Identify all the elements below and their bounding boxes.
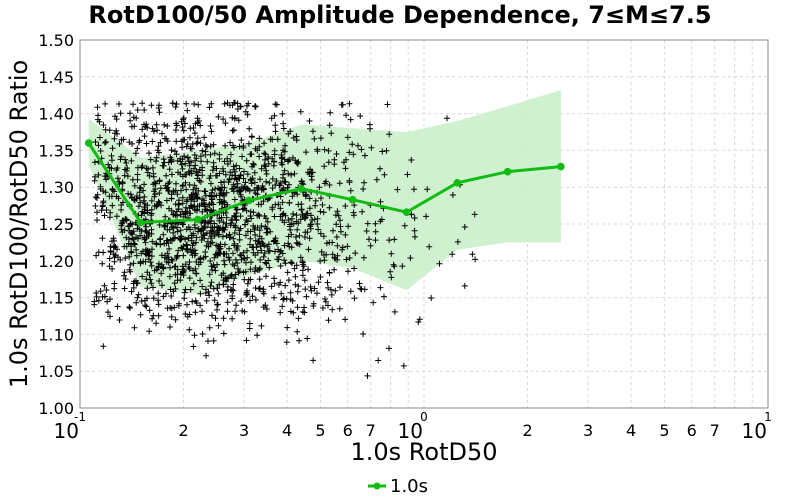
x-tick-label-exponent: 0 <box>420 410 428 424</box>
mean-line-point <box>84 139 93 147</box>
legend-marker-swatch <box>373 482 381 490</box>
y-axis-label: 1.0s RotD100/RotD50 Ratio <box>5 60 33 388</box>
x-tick-label-minor: 7 <box>366 421 376 440</box>
x-tick-label-minor: 3 <box>583 421 593 440</box>
mean-line <box>84 139 565 227</box>
x-tick-label-minor: 5 <box>315 421 325 440</box>
mean-line-point <box>402 208 411 216</box>
mean-line-point <box>245 196 253 205</box>
y-tick-label: 1.45 <box>38 68 74 87</box>
y-tick-label: 1.40 <box>38 105 74 124</box>
x-tick-label-minor: 7 <box>710 421 720 440</box>
mean-line-point <box>557 162 565 171</box>
x-tick-label-exponent: 1 <box>764 410 772 424</box>
y-tick-label: 1.25 <box>38 215 74 234</box>
mean-line-point <box>136 218 145 227</box>
y-tick-label: 1.30 <box>38 178 74 197</box>
x-tick-label-minor: 2 <box>522 421 532 440</box>
mean-line-path <box>87 142 562 225</box>
x-tick-label-minor: 3 <box>239 421 249 440</box>
mean-line-point <box>297 184 306 193</box>
y-tick-label: 1.15 <box>38 289 74 308</box>
y-axis-ticks: 1.00 1.05 1.10 1.15 1.20 1.25 1.30 1.35 1.40 1.45… <box>38 31 74 418</box>
x-tick-label-base: 10 <box>398 419 423 443</box>
x-tick-label-minor: 2 <box>178 421 188 440</box>
mean-line-point <box>348 195 357 204</box>
x-tick-label-base: 10 <box>742 419 767 443</box>
mean-line-point <box>503 167 512 176</box>
legend-label: 1.0s <box>390 476 428 497</box>
y-tick-label: 1.10 <box>38 325 74 344</box>
y-tick-label: 1.50 <box>38 31 74 50</box>
x-tick-label-minor: 4 <box>626 421 636 440</box>
legend: 1.0s <box>368 476 428 497</box>
x-tick-label-minor: 4 <box>282 421 292 440</box>
scatter-points <box>91 99 479 379</box>
x-tick-label-minor: 6 <box>343 421 353 440</box>
x-tick-label-minor: 6 <box>687 421 697 440</box>
plot-frame <box>79 39 769 409</box>
x-axis-label: 1.0s RotD50 <box>350 438 497 466</box>
y-tick-label: 1.20 <box>38 252 74 271</box>
scatter-point-markers <box>91 99 479 379</box>
mean-line-point <box>194 215 202 224</box>
y-tick-label: 1.00 <box>38 399 74 418</box>
y-tick-label: 1.35 <box>38 141 74 160</box>
chart-title: RotD100/50 Amplitude Dependence, 7≤M≤7.5 <box>88 1 711 29</box>
x-tick-label-minor: 5 <box>659 421 669 440</box>
mean-line-point <box>453 179 462 187</box>
x-tick-label-base: 10 <box>54 419 79 443</box>
y-tick-label: 1.05 <box>38 362 74 381</box>
x-tick-label-exponent: -1 <box>74 410 86 424</box>
